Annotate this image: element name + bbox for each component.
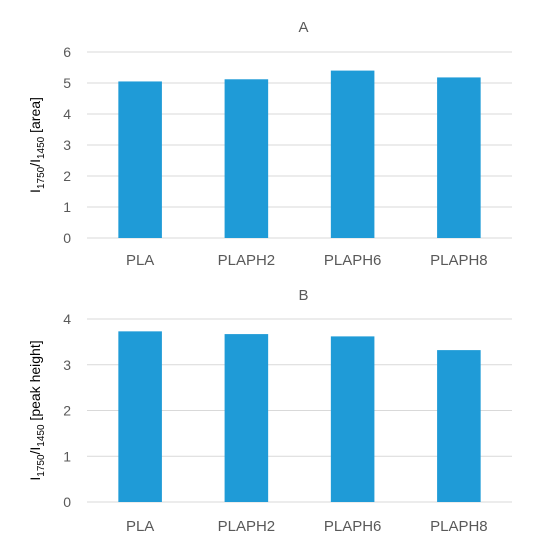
chart-title: B <box>298 287 308 304</box>
bar-plaph6 <box>330 336 375 502</box>
y-tick-label: 4 <box>63 106 71 122</box>
chart-b: B 0 1 2 3 4 PLA PLAPH2 PLAPH6 PLAPH8 I1750/I1450 [… <box>27 287 512 535</box>
x-tick-label: PLAPH8 <box>430 518 488 535</box>
chart-a: A 0 1 2 3 4 5 6 PLA PLAPH2 PLAPH6 PLAPH8 I1750/I1450… <box>27 19 512 269</box>
y-tick-label: 1 <box>63 199 71 215</box>
y-tick-label: 0 <box>63 230 71 246</box>
y-tick-label: 6 <box>63 44 71 60</box>
y-tick-label: 4 <box>63 311 71 327</box>
x-tick-label: PLAPH2 <box>218 252 276 269</box>
x-tick-label: PLAPH6 <box>324 252 382 269</box>
bar-pla <box>118 331 162 502</box>
y-tick-label: 1 <box>63 448 71 464</box>
bar-plaph6 <box>330 70 375 238</box>
bar-plaph8 <box>437 77 481 238</box>
x-tick-label: PLAPH2 <box>218 518 276 535</box>
y-tick-label: 2 <box>63 403 71 419</box>
chart-title: A <box>298 19 308 36</box>
y-tick-label: 0 <box>63 494 71 510</box>
y-tick-label: 5 <box>63 75 71 91</box>
y-tick-label: 3 <box>63 137 71 153</box>
y-tick-label: 2 <box>63 168 71 184</box>
bar-plaph2 <box>224 334 269 502</box>
bar-plaph8 <box>437 350 481 502</box>
x-tick-label: PLAPH6 <box>324 518 382 535</box>
x-tick-label: PLAPH8 <box>430 252 488 269</box>
y-tick-label: 3 <box>63 357 71 373</box>
y-axis-label: I1750/I1450 [peak height] <box>27 340 47 480</box>
x-tick-label: PLA <box>126 252 154 269</box>
bar-plaph2 <box>224 79 269 238</box>
x-tick-label: PLA <box>126 518 154 535</box>
y-axis-label: I1750/I1450 [area] <box>27 97 47 193</box>
bar-pla <box>118 81 162 238</box>
